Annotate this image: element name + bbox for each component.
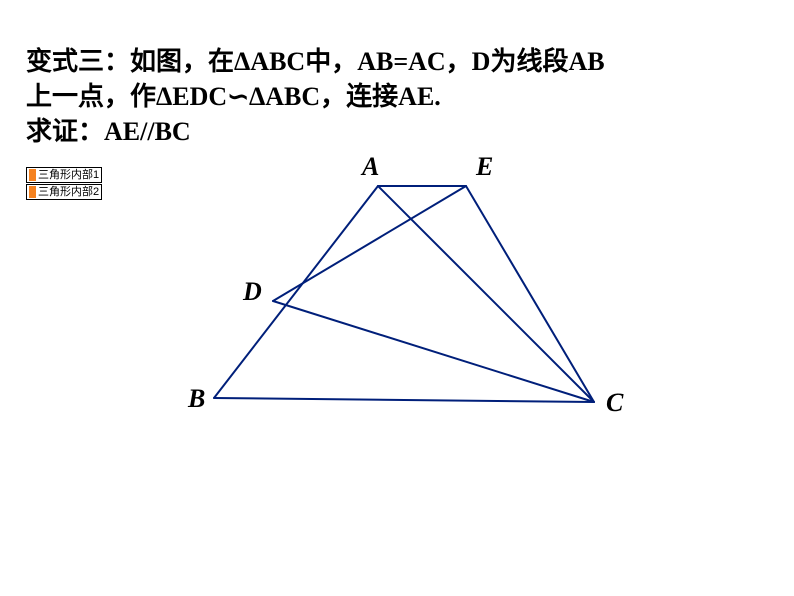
- diagram-edges: [214, 186, 594, 402]
- geometry-diagram: [0, 0, 794, 596]
- vertex-label-B: B: [188, 384, 205, 414]
- edge-BC: [214, 398, 594, 402]
- vertex-label-C: C: [606, 388, 623, 418]
- edge-DC: [273, 301, 594, 402]
- edge-ED: [273, 186, 466, 301]
- vertex-label-A: A: [362, 152, 379, 182]
- vertex-label-D: D: [243, 277, 262, 307]
- page: 变式三：如图，在ΔABC中，AB=AC，D为线段AB 上一点，作ΔEDC∽ΔAB…: [0, 0, 794, 596]
- edge-AB: [214, 186, 378, 398]
- vertex-label-E: E: [476, 152, 493, 182]
